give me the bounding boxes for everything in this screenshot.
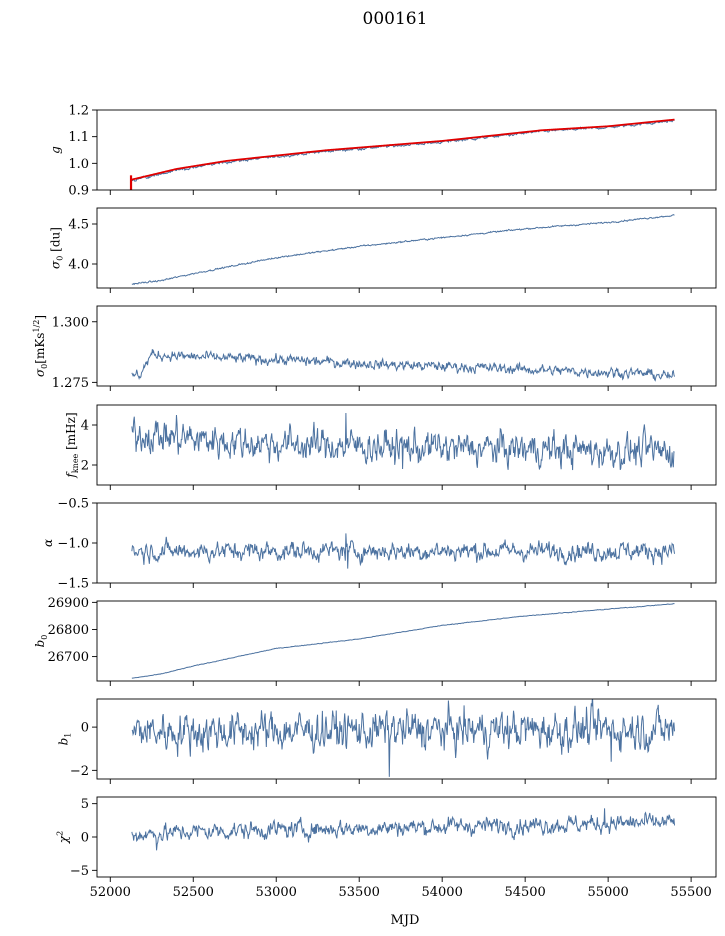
series-line-chi2 <box>131 808 676 851</box>
series-line-sigma0_du <box>131 213 675 286</box>
x-tick-label-5: 54500 <box>504 885 545 900</box>
x-tick-label-6: 55000 <box>587 885 628 900</box>
series-line-b0 <box>131 603 675 679</box>
y-axis-label-sigma0_du: σ0 [du] <box>49 227 65 269</box>
y-tick-label-sigma0_mk-0: 1.275 <box>52 376 89 391</box>
y-tick-label-alpha-0: −1.5 <box>57 577 89 592</box>
y-tick-label-chi2-2: 5 <box>81 797 89 812</box>
y-tick-label-b1-1: 0 <box>81 721 89 736</box>
series-line-alpha <box>131 533 676 569</box>
series-line-fknee <box>131 412 675 471</box>
y-tick-label-sigma0_du-0: 4.0 <box>68 258 89 273</box>
axes-frame-sigma0_mk <box>96 305 717 387</box>
y-axis-label-b1: b1 <box>56 733 72 746</box>
y-tick-label-b1-0: −2 <box>70 764 89 779</box>
x-tick-label-2: 53000 <box>256 885 297 900</box>
axes-frame-b1 <box>96 698 717 780</box>
series-line-b1 <box>131 699 676 777</box>
chart-title: 000161 <box>363 9 428 29</box>
x-tick-label-0: 52000 <box>90 885 131 900</box>
axes-frame-b0 <box>96 600 717 682</box>
y-axis-label-b0: b0 <box>33 635 49 648</box>
panel-b0: 26700 26800 26900 b0 <box>33 596 717 686</box>
axes-frame-sigma0_du <box>96 207 717 289</box>
panel-alpha: −1.5 −1.0 −0.5 α <box>41 497 717 592</box>
series-line-g <box>131 118 675 182</box>
y-tick-label-chi2-0: −5 <box>70 864 89 879</box>
series-line-sigma0_mk <box>131 349 675 382</box>
y-axis-label-fknee: fknee [mHz] <box>64 412 80 478</box>
y-tick-label-g-1: 1.0 <box>68 157 89 172</box>
y-tick-label-sigma0_mk-1: 1.300 <box>52 315 89 330</box>
y-tick-label-g-0: 0.9 <box>68 184 89 199</box>
axes-frame-fknee <box>96 404 717 486</box>
axes-frame-g <box>96 109 717 191</box>
y-axis-label-sigma0_mk: σ0[mKs1/2] <box>32 315 49 377</box>
y-tick-label-fknee-1: 4 <box>81 419 89 434</box>
y-tick-label-b0-0: 26700 <box>48 650 89 665</box>
panel-b1: −2 0 b1 <box>56 698 717 784</box>
y-axis-label-alpha: α <box>41 539 55 547</box>
y-tick-label-g-3: 1.2 <box>68 104 89 119</box>
y-tick-label-b0-1: 26800 <box>48 623 89 638</box>
y-tick-label-b0-2: 26900 <box>48 596 89 611</box>
panel-sigma0_du: 4.0 4.5σ0 [du] <box>49 207 717 293</box>
panels: 0.9 1.0 1.1 1.2 g 4.0 4.5σ0 [du] 1.275 1.300σ0[m… <box>32 104 717 900</box>
y-tick-label-alpha-1: −1.0 <box>57 537 89 552</box>
x-tick-label-1: 52500 <box>173 885 214 900</box>
y-tick-label-fknee-0: 2 <box>81 459 89 474</box>
y-tick-label-chi2-1: 0 <box>81 831 89 846</box>
y-tick-label-g-2: 1.1 <box>68 130 89 145</box>
panel-chi2: −5 0 5 52000 52500 53000 53500 54000 54500 55000 5… <box>55 796 717 900</box>
x-tick-label-3: 53500 <box>339 885 380 900</box>
panel-g: 0.9 1.0 1.1 1.2 g <box>49 104 717 199</box>
y-axis-label-g: g <box>49 146 63 154</box>
y-tick-label-alpha-2: −0.5 <box>57 497 89 512</box>
x-tick-label-4: 54000 <box>421 885 462 900</box>
y-tick-label-sigma0_du-1: 4.5 <box>68 218 89 233</box>
y-axis-label-chi2: χ2 <box>55 831 70 844</box>
x-tick-label-7: 55500 <box>670 885 711 900</box>
x-axis-label: MJD <box>391 913 420 928</box>
fit-line-g <box>131 118 675 181</box>
